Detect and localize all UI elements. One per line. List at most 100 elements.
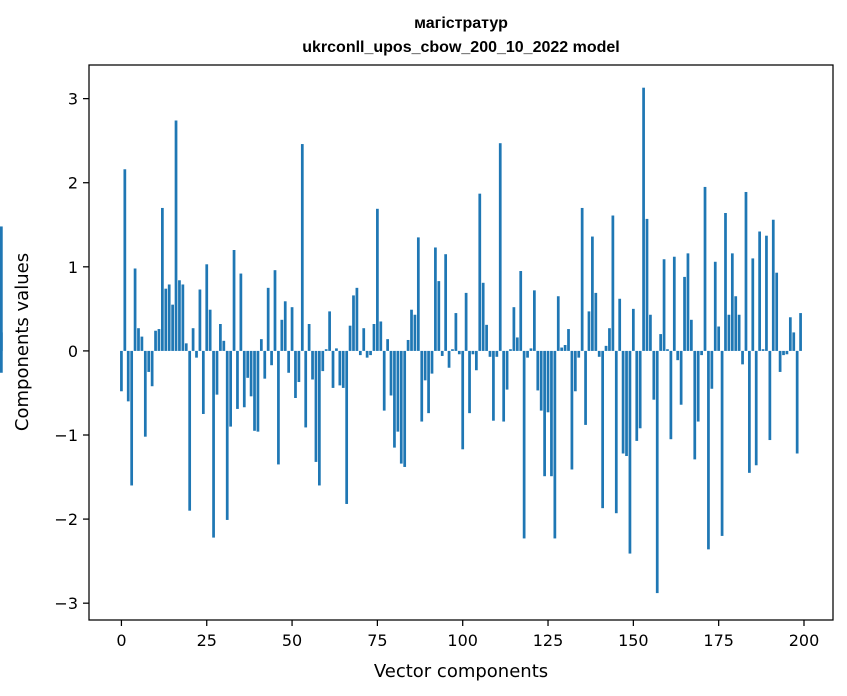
bar-136 (584, 350, 587, 425)
bar-173 (710, 350, 714, 389)
x-tick-label: 125 (533, 631, 564, 650)
bar-82 (399, 350, 403, 464)
bar-168 (693, 350, 697, 460)
bar-187 (758, 231, 761, 351)
bar-128 (556, 296, 560, 351)
bar-185 (751, 258, 755, 351)
bar-188 (761, 349, 765, 351)
bar-120 (529, 348, 533, 351)
bar-46 (277, 350, 280, 465)
x-tick-label: 50 (282, 631, 302, 650)
y-tick-label: −1 (54, 426, 78, 445)
bar-199 (799, 313, 802, 351)
bar-19 (184, 343, 188, 351)
bar-165 (683, 276, 686, 351)
chart-subtitle: ukrconll_upos_cbow_200_10_2022 model (302, 39, 619, 56)
bar-49 (287, 350, 291, 373)
bar-58 (318, 350, 321, 486)
bar-13 (164, 288, 168, 351)
bar-182 (741, 350, 744, 365)
bar-134 (577, 350, 581, 358)
bar-167 (690, 319, 693, 351)
x-tick-label: 0 (116, 631, 126, 650)
bar-6 (140, 336, 144, 351)
bar-4 (133, 268, 137, 351)
bar-31 (225, 350, 229, 520)
bar-197 (792, 332, 796, 351)
bar-101 (464, 292, 468, 351)
bar-198 (795, 350, 799, 454)
bars-group (0, 87, 802, 594)
bar-3 (130, 350, 134, 486)
bar-undefined (0, 350, 3, 373)
bar-68 (352, 295, 355, 351)
bar-60 (324, 349, 328, 351)
bar-194 (782, 350, 785, 356)
bar-177 (724, 213, 727, 351)
bar-71 (362, 328, 366, 351)
bar-144 (611, 215, 615, 351)
bar-143 (608, 328, 611, 351)
bar-174 (713, 261, 717, 351)
bar-32 (229, 350, 232, 427)
bar-106 (481, 282, 485, 351)
bar-153 (642, 87, 645, 351)
bar-122 (536, 350, 540, 391)
bar-100 (461, 350, 465, 450)
bar-193 (778, 350, 782, 372)
bar-107 (485, 324, 488, 351)
bar-65 (341, 350, 345, 388)
bar-56 (311, 350, 314, 380)
bar-93 (437, 281, 441, 351)
bar-62 (331, 350, 335, 388)
bar-9 (150, 350, 154, 387)
bar-33 (232, 250, 236, 351)
bar-191 (771, 219, 775, 351)
chart-title: магістратур (414, 15, 508, 32)
bar-79 (389, 350, 393, 396)
bar-51 (294, 350, 297, 398)
bar-89 (423, 350, 427, 381)
x-tick-label: 25 (197, 631, 217, 650)
bar-20 (188, 350, 192, 511)
bar-74 (372, 324, 376, 351)
bar-133 (573, 350, 577, 392)
x-tick-label: 200 (789, 631, 820, 650)
bar-127 (553, 350, 557, 539)
bar-92 (434, 247, 437, 351)
bar-10 (154, 330, 157, 351)
x-tick-label: 75 (367, 631, 387, 650)
bar-14 (167, 284, 171, 351)
bar-189 (765, 235, 768, 351)
bar-39 (253, 350, 256, 431)
bar-38 (249, 350, 253, 397)
bar-103 (471, 350, 475, 355)
bar-63 (335, 348, 338, 351)
bar-30 (222, 340, 226, 351)
bar-181 (737, 314, 741, 351)
y-tick-label: 2 (68, 174, 78, 193)
bar-115 (512, 307, 516, 351)
bar-183 (744, 191, 748, 351)
bar-170 (700, 350, 703, 356)
bar-59 (321, 350, 325, 372)
bar-50 (290, 307, 294, 351)
bar-179 (730, 253, 734, 351)
bar-148 (625, 350, 628, 457)
bar-192 (775, 272, 779, 351)
bar-98 (454, 313, 458, 351)
bar-141 (601, 350, 604, 509)
y-tick-label: −2 (54, 510, 78, 529)
bar-23 (198, 289, 202, 351)
bar-131 (567, 329, 570, 351)
bar-37 (246, 350, 250, 378)
bar-159 (662, 259, 666, 351)
bar-72 (365, 350, 369, 358)
x-tick-label: 175 (703, 631, 734, 650)
bar-85 (410, 309, 413, 351)
bar-91 (430, 350, 434, 374)
bar-0 (120, 350, 123, 392)
bar-145 (614, 350, 618, 514)
bar-15 (171, 304, 174, 351)
bar-140 (597, 350, 601, 357)
